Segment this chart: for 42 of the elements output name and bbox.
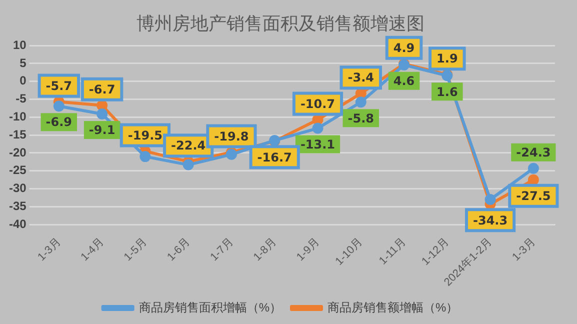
data-label: -9.1 [88,123,116,138]
data-label: 4.9 [393,40,415,55]
data-label: -22.4 [171,138,206,153]
y-tick-label: -25 [9,163,27,178]
data-label: -3.4 [348,70,374,85]
x-tick-label: 1-7月 [208,236,236,264]
legend-label: 商品房销售额增幅（%） [328,300,458,314]
y-tick-label: -35 [9,198,27,213]
y-tick-label: 10 [12,38,27,52]
y-tick-label: -20 [9,145,27,160]
y-tick-label: -15 [9,127,27,142]
data-label: -6.7 [88,82,116,96]
data-label: -19.5 [128,128,162,142]
data-label: -27.5 [516,188,551,203]
legend-label: 商品房销售面积增幅（%） [138,300,282,314]
x-tick-label: 1-4月 [78,236,106,264]
data-label: 4.6 [393,74,415,88]
x-tick-label: 1-8月 [251,236,279,264]
data-label: -5.8 [348,111,374,126]
x-tick-label: 1-3月 [510,236,538,264]
data-label: -6.9 [46,115,72,130]
data-label: -19.8 [214,129,249,144]
data-label: -24.3 [516,145,551,160]
data-label: -34.3 [472,213,508,228]
y-tick-label: 0 [20,74,27,88]
x-tick-label: 1-11月 [377,236,408,268]
data-label: -16.7 [257,150,292,164]
y-tick-label: -30 [9,181,27,196]
y-tick-label: 5 [20,56,27,70]
chart-title: 博州房地产销售面积及销售额增速图 [136,13,424,34]
data-label: -5.7 [46,78,72,93]
x-tick-label: 1-9月 [294,236,322,264]
x-tick-label: 1-5月 [122,236,150,264]
x-tick-label: 1-3月 [36,236,64,264]
data-label: 1.9 [436,52,458,66]
x-tick-label: 1-6月 [165,236,193,264]
y-tick-label: -10 [9,110,27,124]
data-label: -13.1 [300,137,336,152]
data-label: -10.7 [300,96,336,111]
y-tick-label: -5 [16,92,27,106]
data-label: 1.6 [436,84,458,99]
y-tick-label: -40 [9,216,27,231]
